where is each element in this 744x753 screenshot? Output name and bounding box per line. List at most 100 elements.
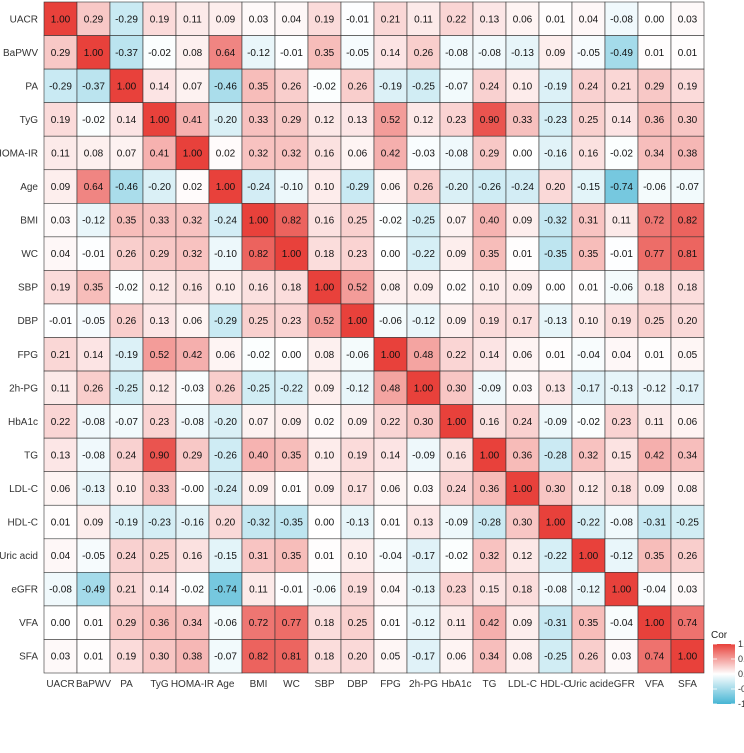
cell-value-label: 0.18: [612, 484, 632, 495]
cell-value-label: 0.01: [282, 484, 302, 495]
cell-value-label: 1.00: [84, 48, 104, 59]
cell-value-label: 0.25: [150, 551, 170, 562]
heatmap-cell: [604, 639, 639, 674]
cell-value-label: 0.42: [381, 148, 401, 159]
cell-value-label: 0.48: [381, 383, 401, 394]
cell-value-label: 0.18: [315, 652, 335, 663]
heatmap-cell: [76, 370, 111, 405]
heatmap-cell: [109, 538, 144, 573]
y-tick-label: HbA1c: [8, 417, 38, 428]
cell-value-label: 0.33: [150, 216, 170, 227]
cell-value-label: 0.01: [513, 249, 533, 260]
cell-value-label: 0.07: [249, 417, 269, 428]
heatmap-cell: [472, 68, 507, 103]
x-tick-label: Uric acid: [569, 679, 608, 690]
cell-value-label: 0.23: [348, 249, 368, 260]
cell-value-label: 0.09: [546, 48, 566, 59]
cell-value-label: -0.07: [115, 417, 138, 428]
heatmap-cell: [307, 538, 342, 573]
cell-value-label: 0.33: [249, 115, 269, 126]
cell-value-label: 0.21: [51, 350, 71, 361]
heatmap-cell: [274, 471, 309, 506]
heatmap-cell: [142, 471, 177, 506]
heatmap-cell: [670, 437, 705, 472]
y-tick-label: LDL-C: [9, 484, 38, 495]
heatmap-cell: [109, 35, 144, 70]
heatmap-cell: [472, 135, 507, 171]
cell-value-label: 0.35: [579, 618, 599, 629]
heatmap-cell: [637, 35, 672, 70]
cell-value-label: 0.19: [150, 14, 170, 25]
cell-value-label: 0.18: [645, 283, 665, 294]
cell-value-label: -0.74: [610, 182, 633, 193]
cell-value-label: 0.26: [414, 182, 434, 193]
heatmap-cell: [175, 639, 210, 674]
cell-value-label: 0.52: [381, 115, 401, 126]
cell-value-label: -0.02: [313, 81, 336, 92]
cell-value-label: 1.00: [645, 618, 665, 629]
cell-value-label: 0.03: [249, 14, 269, 25]
cell-value-label: 0.29: [480, 148, 500, 159]
cell-value-label: 0.03: [414, 484, 434, 495]
heatmap-cell: [43, 35, 78, 70]
heatmap-cell: [604, 504, 639, 540]
cell-value-label: -0.22: [412, 249, 435, 260]
heatmap-cells: 1.00 0.29 -0.29 0.19 0.11 0.09 0.03 0.04 0.19 -0.…: [43, 1, 705, 674]
x-tick-label: LDL-C: [508, 679, 537, 690]
heatmap-cell: [637, 203, 672, 238]
heatmap-cell: [571, 303, 606, 338]
cell-value-label: 0.09: [645, 484, 665, 495]
cell-value-label: 0.05: [381, 652, 401, 663]
heatmap-cell: [439, 303, 474, 338]
legend-ticks: 1.0 0.5 0.0 -0.5 -1.0: [713, 639, 744, 709]
cell-value-label: 0.21: [117, 585, 137, 596]
y-tick-label: VFA: [19, 618, 38, 629]
heatmap-cell: [373, 203, 408, 238]
cell-value-label: 0.24: [480, 81, 500, 92]
cell-value-label: 0.29: [645, 81, 665, 92]
heatmap-cell: [670, 471, 705, 506]
heatmap-cell: [175, 471, 210, 506]
cell-value-label: 0.13: [546, 383, 566, 394]
cell-value-label: 0.01: [546, 350, 566, 361]
cell-value-label: -0.08: [544, 585, 567, 596]
cell-value-label: -0.15: [214, 551, 237, 562]
cell-value-label: 0.35: [282, 551, 302, 562]
cell-value-label: -0.12: [346, 383, 369, 394]
heatmap-cell: [142, 270, 177, 305]
cell-value-label: 0.06: [513, 14, 533, 25]
heatmap-cell: [142, 203, 177, 238]
cell-value-label: -0.08: [82, 450, 105, 461]
cell-value-label: 0.11: [249, 585, 268, 596]
cell-value-label: 0.14: [84, 350, 104, 361]
heatmap-cell: [538, 169, 573, 204]
heatmap-cell: [340, 370, 375, 405]
cell-value-label: 0.11: [414, 14, 433, 25]
cell-value-label: 0.82: [249, 652, 269, 663]
cell-value-label: 0.32: [480, 551, 500, 562]
cell-value-label: -0.03: [181, 383, 204, 394]
cell-value-label: 0.19: [678, 81, 698, 92]
x-tick-label: PA: [120, 679, 133, 690]
heatmap-cell: [274, 236, 309, 271]
heatmap-cell: [571, 370, 606, 405]
heatmap-cell: [406, 203, 441, 238]
heatmap-cell: [373, 135, 408, 171]
cell-value-label: 0.14: [117, 115, 137, 126]
heatmap-cell: [637, 471, 672, 506]
cell-value-label: -0.00: [181, 484, 204, 495]
cell-value-label: 0.35: [480, 249, 500, 260]
x-tick-label: BaPWV: [76, 679, 111, 690]
cell-value-label: -0.02: [379, 216, 402, 227]
heatmap-cell: [274, 303, 309, 338]
cell-value-label: 0.29: [51, 48, 71, 59]
cell-value-label: 0.20: [678, 316, 698, 327]
y-tick-label: HOMA-IR: [0, 148, 38, 159]
cell-value-label: -0.25: [247, 383, 270, 394]
x-tick-label: HDL-C: [540, 679, 571, 690]
cell-value-label: 0.15: [612, 450, 632, 461]
heatmap-cell: [43, 135, 78, 171]
cell-value-label: -0.24: [214, 216, 237, 227]
cell-value-label: -0.29: [115, 14, 138, 25]
cell-value-label: 0.18: [678, 283, 698, 294]
